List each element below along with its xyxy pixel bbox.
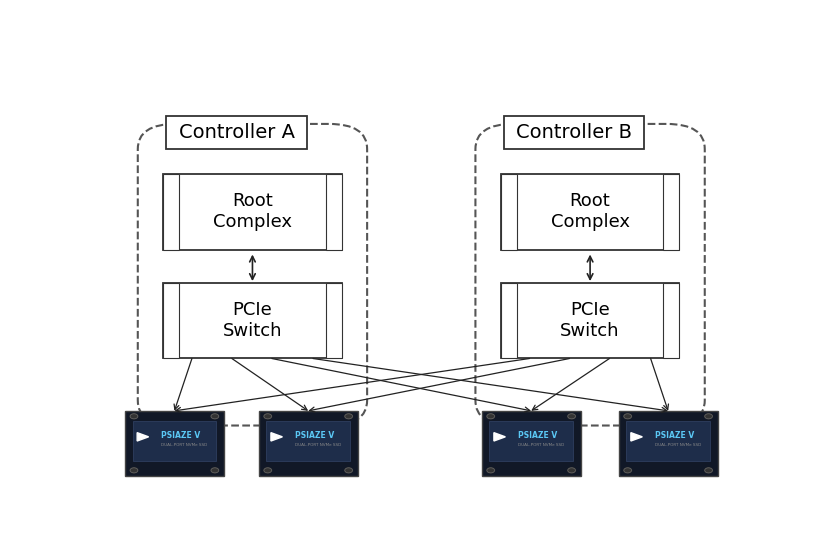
Text: DUAL-PORT NVMe SSD: DUAL-PORT NVMe SSD bbox=[518, 443, 565, 447]
Text: Root
Complex: Root Complex bbox=[213, 193, 292, 231]
Circle shape bbox=[624, 468, 631, 473]
Text: PCIe
Switch: PCIe Switch bbox=[223, 301, 282, 340]
FancyBboxPatch shape bbox=[626, 421, 710, 461]
FancyBboxPatch shape bbox=[326, 174, 342, 250]
Text: Controller B: Controller B bbox=[516, 123, 632, 142]
FancyBboxPatch shape bbox=[166, 115, 307, 149]
FancyBboxPatch shape bbox=[663, 283, 679, 358]
FancyBboxPatch shape bbox=[501, 174, 679, 250]
Text: Controller A: Controller A bbox=[178, 123, 294, 142]
Text: DUAL-PORT NVMe SSD: DUAL-PORT NVMe SSD bbox=[655, 443, 701, 447]
Polygon shape bbox=[271, 432, 283, 441]
Polygon shape bbox=[630, 432, 642, 441]
Circle shape bbox=[345, 468, 353, 473]
Text: PSIAZE V: PSIAZE V bbox=[655, 431, 695, 440]
Text: PSIAZE V: PSIAZE V bbox=[161, 431, 201, 440]
FancyBboxPatch shape bbox=[663, 174, 679, 250]
Circle shape bbox=[130, 468, 138, 473]
Circle shape bbox=[624, 414, 631, 419]
Circle shape bbox=[487, 414, 495, 419]
FancyBboxPatch shape bbox=[266, 421, 350, 461]
FancyBboxPatch shape bbox=[164, 174, 342, 250]
FancyBboxPatch shape bbox=[164, 174, 179, 250]
Circle shape bbox=[264, 414, 271, 419]
Text: PCIe
Switch: PCIe Switch bbox=[561, 301, 620, 340]
Circle shape bbox=[211, 414, 219, 419]
Circle shape bbox=[211, 468, 219, 473]
Text: DUAL-PORT NVMe SSD: DUAL-PORT NVMe SSD bbox=[295, 443, 341, 447]
Circle shape bbox=[704, 468, 713, 473]
FancyBboxPatch shape bbox=[501, 283, 679, 358]
FancyBboxPatch shape bbox=[482, 411, 580, 476]
FancyBboxPatch shape bbox=[164, 283, 179, 358]
Text: PSIAZE V: PSIAZE V bbox=[295, 431, 335, 440]
Polygon shape bbox=[137, 432, 149, 441]
Text: Root
Complex: Root Complex bbox=[551, 193, 630, 231]
FancyBboxPatch shape bbox=[501, 283, 517, 358]
FancyBboxPatch shape bbox=[326, 283, 342, 358]
FancyBboxPatch shape bbox=[132, 421, 216, 461]
Circle shape bbox=[568, 414, 575, 419]
FancyBboxPatch shape bbox=[489, 421, 573, 461]
Text: DUAL-PORT NVMe SSD: DUAL-PORT NVMe SSD bbox=[161, 443, 208, 447]
Circle shape bbox=[487, 468, 495, 473]
FancyBboxPatch shape bbox=[504, 115, 644, 149]
Circle shape bbox=[345, 414, 353, 419]
Circle shape bbox=[264, 468, 271, 473]
Circle shape bbox=[568, 468, 575, 473]
FancyBboxPatch shape bbox=[164, 283, 342, 358]
FancyBboxPatch shape bbox=[501, 174, 517, 250]
Text: PSIAZE V: PSIAZE V bbox=[518, 431, 557, 440]
Polygon shape bbox=[494, 432, 506, 441]
Circle shape bbox=[130, 414, 138, 419]
FancyBboxPatch shape bbox=[125, 411, 224, 476]
FancyBboxPatch shape bbox=[619, 411, 718, 476]
Circle shape bbox=[704, 414, 713, 419]
FancyBboxPatch shape bbox=[259, 411, 358, 476]
